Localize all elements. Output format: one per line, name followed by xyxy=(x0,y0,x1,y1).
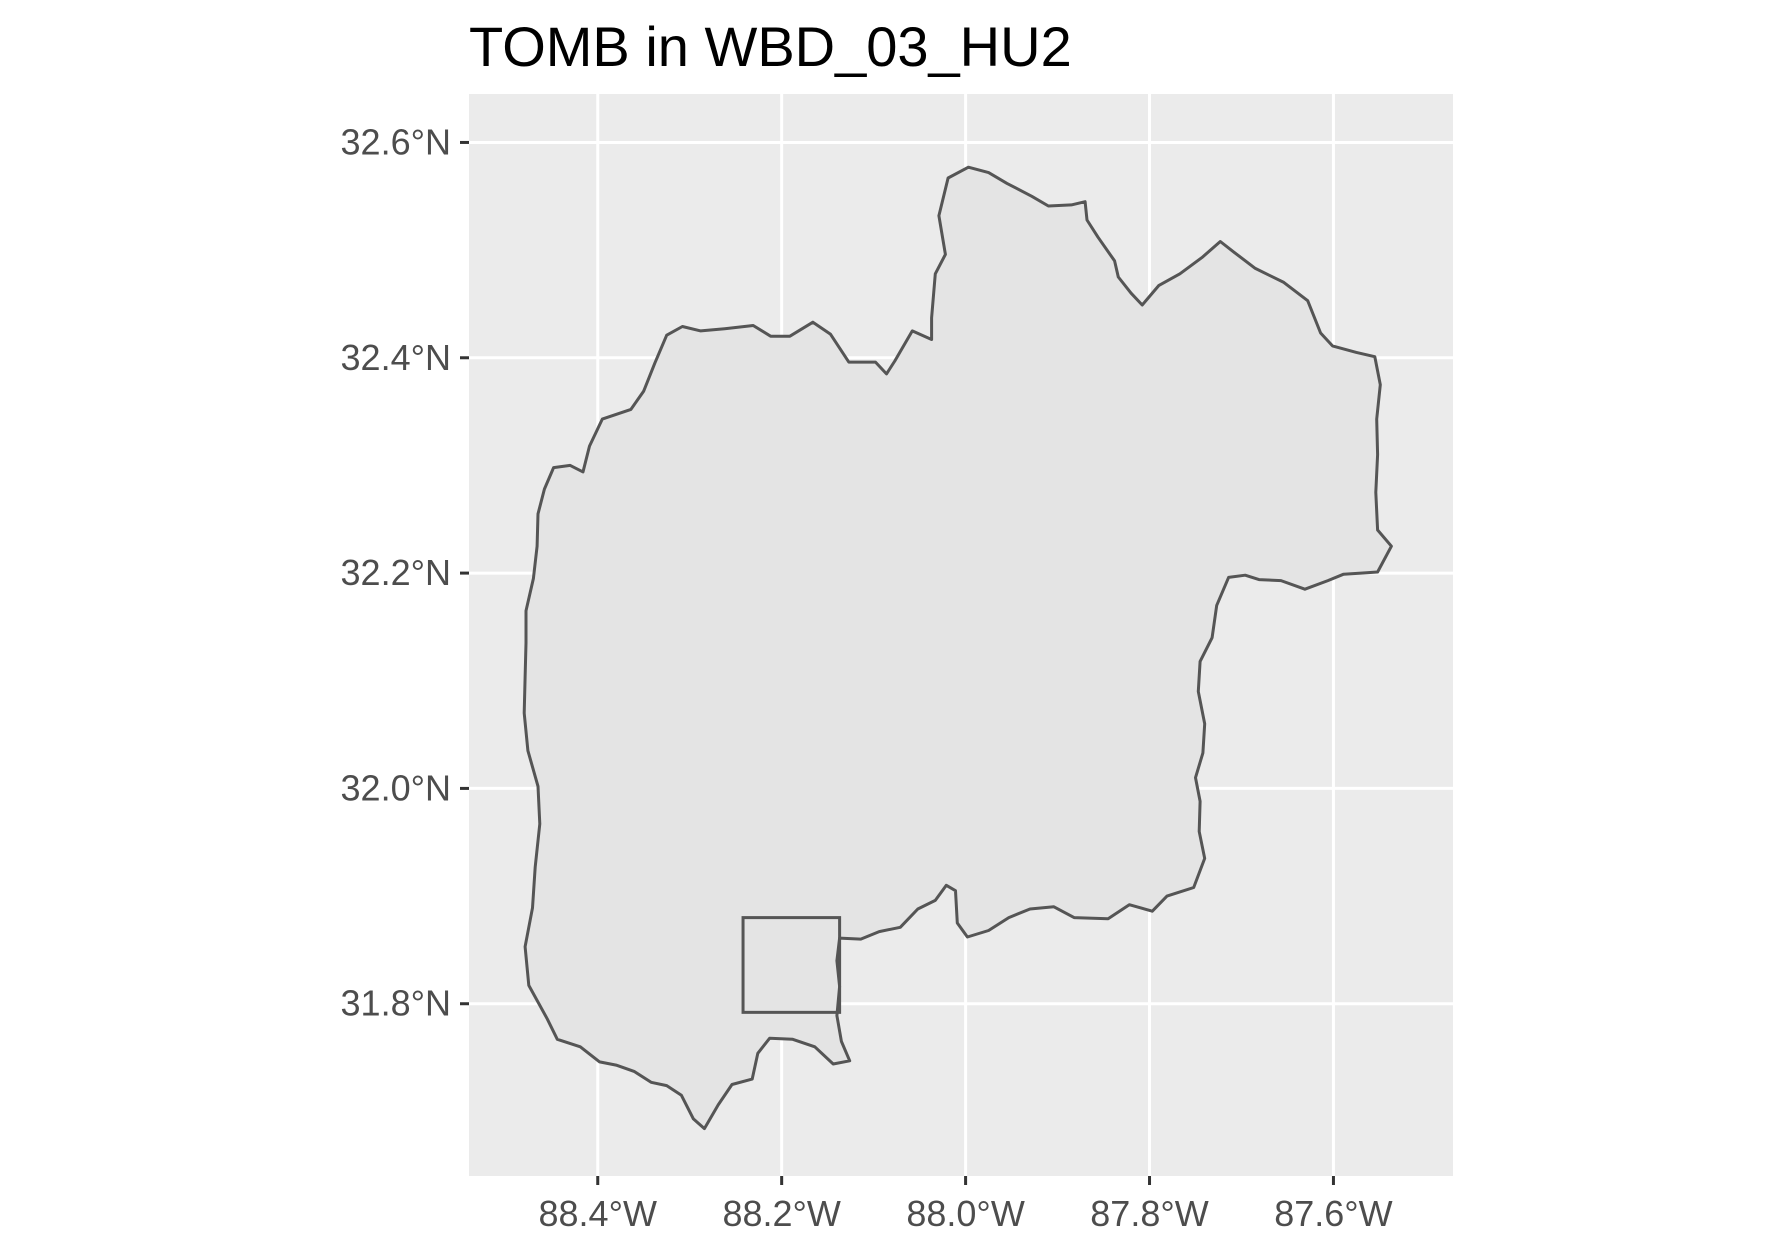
x-tick-label: 87.6°W xyxy=(1274,1193,1392,1234)
plot-title: TOMB in WBD_03_HU2 xyxy=(469,15,1072,78)
y-tick-label: 32.0°N xyxy=(341,767,451,808)
x-tick-label: 88.4°W xyxy=(539,1193,657,1234)
y-tick-label: 32.2°N xyxy=(341,552,451,593)
x-tick-label: 88.2°W xyxy=(722,1193,840,1234)
y-tick-label: 31.8°N xyxy=(341,983,451,1024)
x-tick-label: 88.0°W xyxy=(906,1193,1024,1234)
x-axis: 88.4°W 88.2°W 88.0°W 87.8°W 87.6°W xyxy=(539,1176,1393,1234)
y-axis: 31.8°N 32.0°N 32.2°N 32.4°N 32.6°N xyxy=(341,121,469,1024)
x-tick-label: 87.8°W xyxy=(1090,1193,1208,1234)
y-tick-label: 32.4°N xyxy=(341,337,451,378)
map-features xyxy=(522,165,1393,1131)
y-tick-label: 32.6°N xyxy=(341,121,451,162)
tomb-extent-box xyxy=(741,916,842,1014)
watershed-boundary xyxy=(522,165,1393,1131)
